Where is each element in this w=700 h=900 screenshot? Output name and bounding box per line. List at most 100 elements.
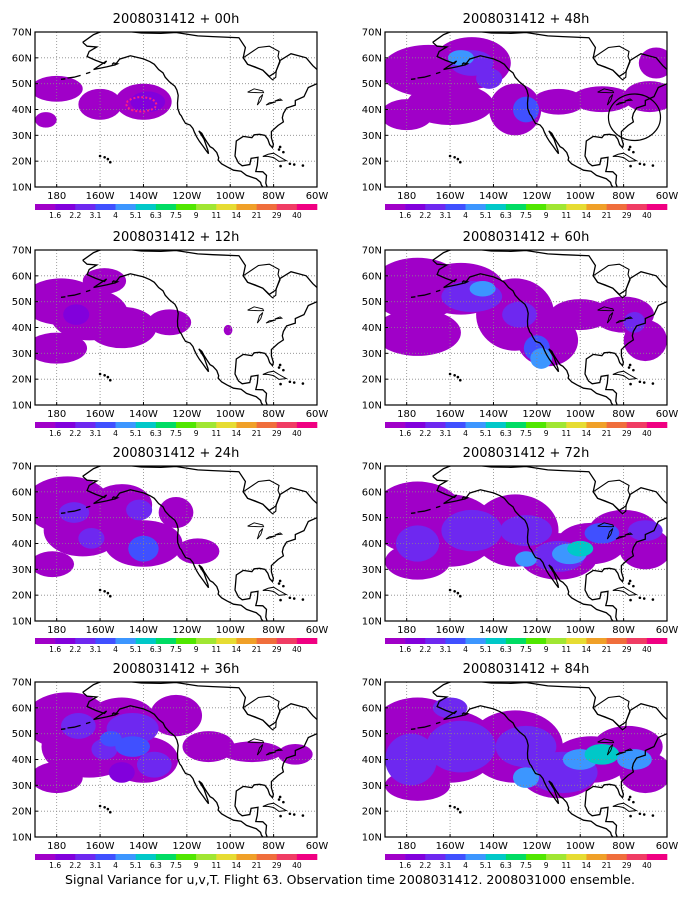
coastline <box>592 479 631 515</box>
lat-tick-label: 30N <box>362 781 382 792</box>
lon-tick-label: 60W <box>656 841 679 852</box>
colorbar-swatch <box>626 422 648 428</box>
island-outline <box>435 721 441 725</box>
lat-tick-label: 10N <box>12 833 32 844</box>
lon-tick-label: 140W <box>129 409 158 420</box>
island-outline <box>85 289 91 293</box>
variance-contour <box>158 497 194 528</box>
variance-contour <box>441 509 503 552</box>
colorbar-swatch <box>425 638 446 644</box>
lon-tick-label: 60W <box>306 191 329 202</box>
colorbar-swatch <box>95 422 116 428</box>
colorbar-label: 6.3 <box>150 429 162 438</box>
island-dot <box>642 381 646 384</box>
island-dot <box>629 814 632 818</box>
lon-tick-label: 160W <box>436 191 465 202</box>
colorbar-swatch <box>256 638 278 644</box>
colorbar-swatch <box>405 422 426 428</box>
lat-tick-label: 30N <box>362 565 382 576</box>
island-dot <box>458 160 462 164</box>
colorbar-label: 4 <box>463 429 468 438</box>
island-outline <box>111 712 120 716</box>
island-dot <box>628 579 632 583</box>
island-dot <box>642 813 646 816</box>
colorbar-swatch <box>646 638 668 644</box>
colorbar-swatch <box>626 854 648 860</box>
colorbar-swatch <box>425 422 446 428</box>
colorbar-label: 4 <box>463 211 468 220</box>
lake-outline <box>606 528 614 540</box>
map-panel-36h: 2008031412 + 36h 70N 60N 50N 40N 30N 20N 10N 180… <box>12 662 329 870</box>
island-outline <box>461 712 470 716</box>
colorbar: 1.6 2.2 3.1 4 5.1 6.3 7.5 9 11 14 21 29 40 <box>385 204 668 220</box>
island-dot <box>279 382 282 386</box>
lake-outline <box>606 744 614 756</box>
variance-contour <box>567 540 594 557</box>
colorbar-label: 2.2 <box>69 861 81 870</box>
colorbar-label: 1.6 <box>49 645 61 654</box>
coastline <box>242 479 281 515</box>
colorbar-swatch <box>196 422 217 428</box>
island-dot <box>108 810 112 814</box>
lon-tick-label: 100W <box>216 191 245 202</box>
lat-tick-label: 10N <box>12 617 32 628</box>
island-dot <box>627 798 631 801</box>
island-dot <box>651 164 655 167</box>
coastline <box>242 695 281 731</box>
colorbar-swatch <box>155 854 177 860</box>
colorbar-label: 14 <box>232 211 242 220</box>
variance-contour <box>221 741 283 763</box>
variance-contour <box>515 551 537 567</box>
island-dot <box>277 798 281 801</box>
colorbar-label: 2.2 <box>419 429 431 438</box>
colorbar-swatch <box>385 422 406 428</box>
colorbar-label: 7.5 <box>520 429 532 438</box>
lat-tick-label: 50N <box>362 729 382 740</box>
island-dot <box>103 805 106 809</box>
lat-tick-label: 20N <box>362 591 382 602</box>
variance-contour <box>108 762 135 783</box>
colorbar-swatch <box>526 638 547 644</box>
lon-tick-label: 180 <box>397 191 416 202</box>
coastline <box>432 32 667 187</box>
coastline <box>432 259 614 405</box>
lon-tick-label: 120W <box>172 841 201 852</box>
island-dot <box>98 372 102 376</box>
lon-tick-label: 180 <box>47 625 66 636</box>
island-dot <box>103 589 106 593</box>
variance-contour <box>182 731 235 763</box>
colorbar-swatch <box>405 638 426 644</box>
lon-tick-label: 60W <box>656 191 679 202</box>
coastline <box>82 32 317 187</box>
lon-tick-label: 140W <box>129 841 158 852</box>
colorbar-label: 7.5 <box>170 645 182 654</box>
island-dot <box>108 378 112 382</box>
coastline <box>432 682 667 837</box>
colorbar-swatch <box>236 422 257 428</box>
colorbar-swatch <box>216 422 237 428</box>
island-outline <box>67 74 81 79</box>
island-dot <box>98 588 102 592</box>
coastline <box>592 695 631 731</box>
colorbar-swatch <box>566 854 587 860</box>
lon-tick-label: 180 <box>47 409 66 420</box>
island-dot <box>292 597 296 600</box>
colorbar-swatch <box>55 854 76 860</box>
island-dot <box>458 810 462 814</box>
lat-tick-label: 20N <box>362 807 382 818</box>
colorbar-label: 9 <box>194 645 199 654</box>
coastline <box>242 263 281 299</box>
island-dot <box>103 155 106 159</box>
lake-outline <box>256 312 264 324</box>
colorbar-swatch <box>526 204 547 210</box>
lake-outline <box>247 88 265 94</box>
colorbar-swatch <box>485 638 507 644</box>
lake-outline <box>597 88 615 94</box>
variance-contour <box>627 520 663 541</box>
colorbar-label: 14 <box>232 645 242 654</box>
colorbar-swatch <box>276 638 298 644</box>
lake-outline <box>265 751 276 756</box>
colorbar-swatch <box>566 204 587 210</box>
lon-tick-label: 120W <box>172 625 201 636</box>
colorbar-label: 1.6 <box>49 861 61 870</box>
